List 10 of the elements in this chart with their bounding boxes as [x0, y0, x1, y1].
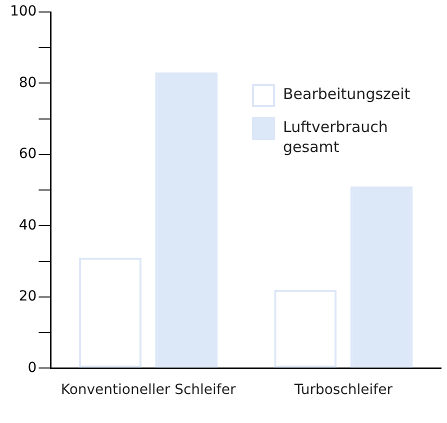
legend-label: Luftverbrauch gesamt — [283, 117, 389, 157]
y-tick-label: 20 — [18, 288, 37, 305]
y-tick-label: 80 — [18, 74, 37, 91]
x-tick-label: Turboschleifer — [293, 382, 393, 398]
legend-label: Bearbeitungszeit — [283, 84, 410, 104]
y-tick-label: 100 — [10, 4, 37, 20]
y-tick-label: 0 — [28, 360, 37, 376]
y-tick-label: 60 — [18, 146, 37, 162]
x-tick-label: Konventioneller Schleifer — [60, 382, 236, 398]
y-tick-label: 40 — [18, 217, 37, 234]
